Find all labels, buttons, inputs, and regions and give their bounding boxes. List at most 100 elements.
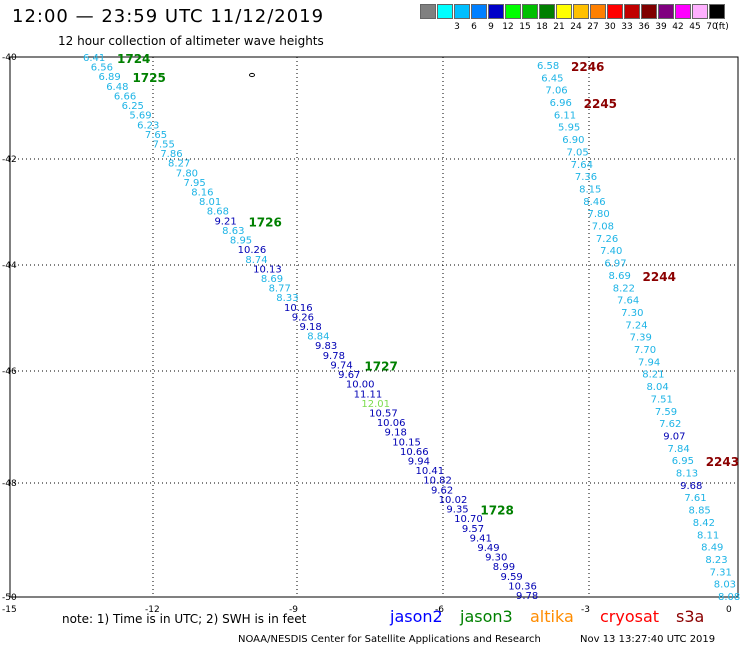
track-a-value: 6.23 — [137, 120, 159, 131]
legend-swatch — [488, 4, 504, 19]
track-a-value: 8.16 — [191, 188, 213, 199]
lat-tick-label: -50 — [2, 593, 17, 603]
track-b-value: 7.80 — [588, 209, 610, 220]
track-a-value: 9.35 — [446, 505, 468, 516]
pass-label-a: 1727 — [364, 359, 397, 373]
track-a-value: 8.77 — [269, 284, 291, 295]
track-b-value: 7.08 — [592, 222, 614, 233]
track-b-value: 7.05 — [566, 147, 588, 158]
track-a-value: 6.25 — [122, 101, 144, 112]
track-a-value: 7.86 — [160, 149, 182, 160]
legend-swatch — [590, 4, 606, 19]
track-b-value: 7.36 — [575, 172, 597, 183]
track-a-value: 9.30 — [485, 553, 507, 564]
color-legend: 3 6 9 12 15 18 21 24 27 30 33 36 39 42 45 70 (ft) — [420, 4, 732, 34]
legend-label: 30 — [604, 22, 616, 32]
track-b-value: 6.11 — [554, 110, 576, 121]
track-b-value: 9.07 — [663, 431, 685, 442]
track-a-value: 9.26 — [292, 312, 314, 323]
footer-note: note: 1) Time is in UTC; 2) SWH is in fe… — [62, 612, 307, 626]
legend-label: 42 — [672, 22, 684, 32]
legend-swatch — [641, 4, 657, 19]
track-b-value: 7.64 — [571, 160, 593, 171]
track-b-value: 7.24 — [625, 320, 647, 331]
legend-swatch — [454, 4, 470, 19]
track-b-value: 7.40 — [600, 246, 622, 257]
track-a-value: 6.89 — [98, 72, 120, 83]
track-a-value: 10.36 — [508, 581, 537, 592]
track-a-value: 10.00 — [346, 380, 375, 391]
sat-altika: altika — [530, 607, 574, 626]
track-b-value: 8.03 — [714, 580, 736, 591]
legend-label: 39 — [655, 22, 667, 32]
track-b-value: 6.58 — [537, 61, 559, 72]
legend-swatch — [505, 4, 521, 19]
track-a-value: 10.13 — [253, 264, 282, 275]
legend-swatch — [556, 4, 572, 19]
track-a-value: 6.66 — [114, 91, 136, 102]
legend-swatch — [658, 4, 674, 19]
track-b-value: 8.11 — [697, 530, 719, 541]
track-b-value: 8.46 — [583, 197, 605, 208]
pass-label-a: 1725 — [132, 71, 165, 85]
track-b-value: 8.08 — [718, 592, 740, 603]
track-a-value: 7.95 — [184, 178, 206, 189]
track-a-value: 8.63 — [222, 226, 244, 237]
track-a-value: 10.82 — [423, 476, 452, 487]
track-b-value: 6.45 — [541, 73, 563, 84]
track-a-value: 9.59 — [501, 572, 523, 583]
track-a-value: 5.69 — [129, 111, 151, 122]
legend-label: 27 — [587, 22, 599, 32]
track-a-value: 9.74 — [330, 360, 352, 371]
legend-label: 6 — [471, 22, 477, 32]
track-b-value: 8.15 — [579, 184, 601, 195]
track-b-value: 7.62 — [659, 419, 681, 430]
credit-line: NOAA/NESDIS Center for Satellite Applica… — [238, 634, 541, 645]
track-a-value: 8.95 — [230, 236, 252, 247]
track-b-value: 8.23 — [705, 555, 727, 566]
track-a-value: 8.27 — [168, 159, 190, 170]
track-a-value: 9.21 — [214, 216, 236, 227]
lat-tick-label: -48 — [2, 479, 17, 489]
track-b-value: 8.21 — [642, 370, 664, 381]
track-b-value: 8.22 — [613, 283, 635, 294]
track-b-value: 7.70 — [634, 345, 656, 356]
legend-label: 15 — [519, 22, 531, 32]
track-a-value: 9.78 — [516, 591, 538, 602]
pass-label-b: 2245 — [584, 97, 617, 111]
track-b-value: 7.61 — [684, 493, 706, 504]
lat-tick-label: -42 — [2, 155, 17, 165]
legend-swatch — [624, 4, 640, 19]
track-a-value: 8.74 — [245, 255, 267, 266]
track-a-value: 8.99 — [493, 562, 515, 573]
track-b-value: 8.13 — [676, 469, 698, 480]
map-frame — [9, 56, 739, 598]
legend-swatch — [437, 4, 453, 19]
track-a-value: 9.67 — [338, 370, 360, 381]
legend-swatch — [709, 4, 725, 19]
legend-swatch — [420, 4, 436, 19]
legend-label: 45 — [689, 22, 701, 32]
track-b-value: 8.42 — [693, 518, 715, 529]
track-a-value: 9.83 — [315, 341, 337, 352]
track-b-value: 7.26 — [596, 234, 618, 245]
track-b-value: 8.69 — [609, 271, 631, 282]
lon-tick-label: 0 — [726, 605, 732, 615]
track-a-value: 10.41 — [415, 466, 444, 477]
track-a-value: 11.11 — [354, 389, 383, 400]
track-a-value: 8.68 — [207, 207, 229, 218]
legend-label: 21 — [553, 22, 565, 32]
generated-timestamp: Nov 13 13:27:40 UTC 2019 — [580, 634, 716, 645]
legend-label: 36 — [638, 22, 650, 32]
sat-jason2: jason2 — [390, 607, 443, 626]
lat-tick-label: -40 — [2, 53, 17, 63]
track-a-value: 6.56 — [91, 63, 113, 74]
track-b-value: 6.97 — [604, 259, 626, 270]
legend-swatch — [471, 4, 487, 19]
sat-cryosat: cryosat — [600, 607, 660, 626]
track-a-value: 9.57 — [462, 524, 484, 535]
pass-label-a: 1728 — [480, 504, 513, 518]
legend-swatch — [573, 4, 589, 19]
legend-unit: (ft) — [715, 22, 729, 32]
lat-tick-label: -44 — [2, 261, 17, 271]
